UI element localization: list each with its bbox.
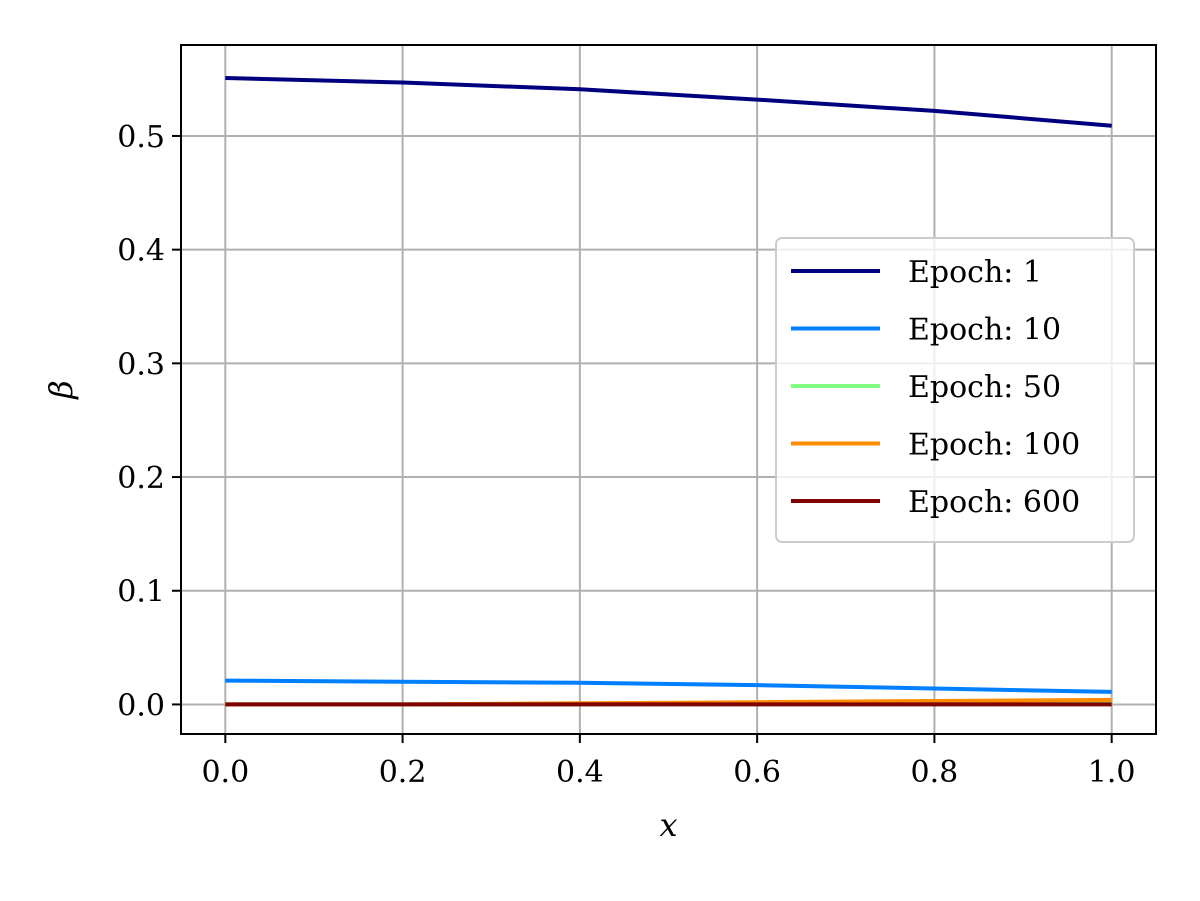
y-axis-label: β (42, 380, 80, 400)
series-line-epoch-10 (225, 678, 1112, 694)
axis-ticks (172, 134, 1113, 743)
series-line-epoch-1 (225, 76, 1112, 128)
series-lines (225, 76, 1112, 707)
x-tick-label: 1.0 (1088, 755, 1136, 790)
x-tick-label: 0.4 (556, 755, 604, 790)
legend-box (775, 237, 1135, 543)
y-tick-label: 0.4 (117, 234, 165, 269)
x-tick-label: 0.0 (201, 755, 249, 790)
y-tick-label: 0.3 (117, 347, 165, 382)
y-tick-label: 0.0 (117, 688, 165, 723)
legend-label-epoch-1: Epoch: 1 (908, 255, 1042, 290)
y-tick-label: 0.5 (117, 120, 165, 155)
y-tick-label: 0.2 (117, 461, 165, 496)
y-tick-label: 0.1 (117, 575, 165, 610)
axis-tick-labels: 0.0 0.2 0.4 0.6 0.8 1.0 0.0 0.1 0.2 0.3 0.4 0.5 (117, 120, 1135, 790)
plot-frame (180, 44, 1157, 735)
x-axis-label: x (659, 806, 677, 844)
x-tick-label: 0.2 (379, 755, 427, 790)
legend-label-epoch-100: Epoch: 100 (908, 428, 1080, 463)
x-tick-label: 0.8 (911, 755, 959, 790)
legend-label-epoch-10: Epoch: 10 (908, 313, 1061, 348)
x-tick-label: 0.6 (733, 755, 781, 790)
legend-label-epoch-50: Epoch: 50 (908, 370, 1061, 405)
legend-label-epoch-600: Epoch: 600 (908, 485, 1080, 520)
legend: Epoch: 1 Epoch: 10 Epoch: 50 Epoch: 100 Epoc… (775, 237, 1135, 543)
